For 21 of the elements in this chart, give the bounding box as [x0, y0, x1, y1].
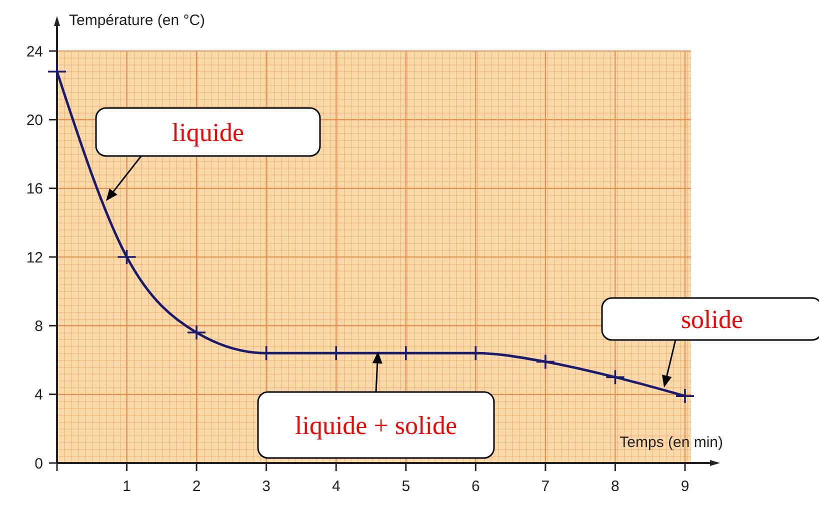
- y-tick-label: 0: [34, 455, 43, 472]
- annotation: solide: [680, 305, 744, 334]
- annotation: liquide + solide: [295, 411, 457, 440]
- y-tick-label: 8: [34, 318, 43, 335]
- x-tick-label: 3: [262, 478, 271, 495]
- x-tick-label: 1: [122, 478, 131, 495]
- x-tick-label: 5: [402, 478, 410, 495]
- x-tick-label: 2: [192, 478, 201, 495]
- x-tick-label: 8: [611, 478, 620, 495]
- annotation: liquide: [172, 118, 244, 148]
- y-tick-label: 12: [26, 249, 43, 266]
- x-axis-title: Temps (en min): [620, 434, 724, 451]
- x-tick-label: 6: [471, 478, 480, 495]
- y-tick-label: 4: [34, 386, 43, 404]
- x-tick-label: 7: [541, 478, 550, 495]
- y-tick-label: 24: [26, 43, 43, 60]
- y-axis-title: Température (en °C): [69, 12, 206, 29]
- y-tick-label: 16: [26, 180, 43, 198]
- y-tick-label: 20: [26, 112, 43, 129]
- x-tick-label: 4: [332, 478, 340, 495]
- x-tick-label: 9: [680, 478, 690, 495]
